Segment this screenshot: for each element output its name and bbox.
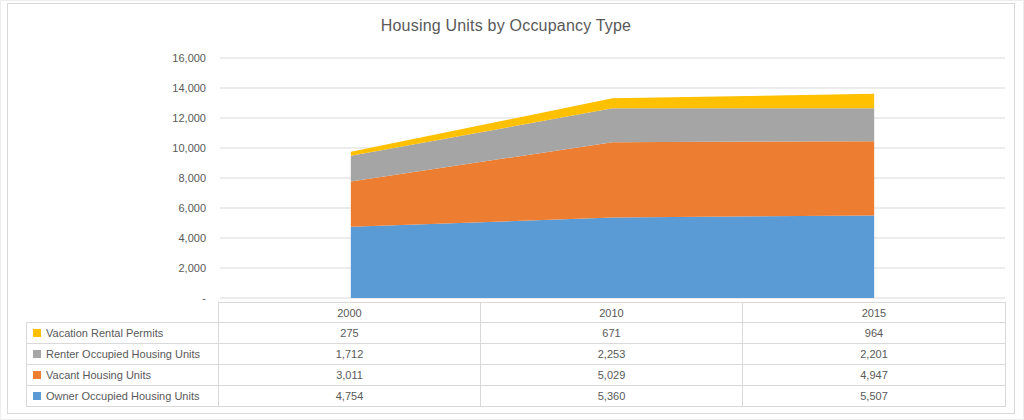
column-header-2010: 2010 <box>481 302 743 323</box>
table-value: 964 <box>743 323 1006 344</box>
legend-row-vacation-rental: Vacation Rental Permits <box>26 323 219 344</box>
y-axis-tick-label: 8,000 <box>178 172 206 184</box>
stacked-area-chart: 16,000 14,000 12,000 10,000 8,000 6,000 4,000 2… <box>1 1 1024 301</box>
y-axis-tick-label: 14,000 <box>172 82 206 94</box>
y-axis-tick-label: 2,000 <box>178 262 206 274</box>
legend-row-renter-occupied: Renter Occupied Housing Units <box>26 344 219 365</box>
y-axis-tick-label: - <box>202 292 206 301</box>
table-value: 4,754 <box>219 386 481 407</box>
legend-label: Renter Occupied Housing Units <box>46 348 200 360</box>
y-axis-tick-label: 6,000 <box>178 202 206 214</box>
table-value: 275 <box>219 323 481 344</box>
legend-label: Vacant Housing Units <box>46 369 151 381</box>
column-header-2015: 2015 <box>743 302 1006 323</box>
data-table: 2000 2010 2015 Vacation Rental Permits 2… <box>26 302 1006 407</box>
legend-label: Vacation Rental Permits <box>46 327 163 339</box>
legend-label: Owner Occupied Housing Units <box>46 390 199 402</box>
area-series-owner-occupied <box>351 215 874 298</box>
table-value: 2,201 <box>743 344 1006 365</box>
y-axis-tick-label: 10,000 <box>172 142 206 154</box>
table-value: 5,360 <box>481 386 743 407</box>
data-table-corner-cell <box>26 302 219 323</box>
chart-canvas: Housing Units by Occupancy Type 16,00014… <box>0 0 1024 420</box>
column-header-2000: 2000 <box>219 302 481 323</box>
y-axis-tick-label: 16,000 <box>172 52 206 64</box>
table-value: 5,029 <box>481 365 743 386</box>
table-value: 671 <box>481 323 743 344</box>
table-value: 2,253 <box>481 344 743 365</box>
legend-row-vacant: Vacant Housing Units <box>26 365 219 386</box>
table-value: 3,011 <box>219 365 481 386</box>
legend-swatch-vacation-rental <box>33 329 41 337</box>
y-axis-tick-label: 12,000 <box>172 112 206 124</box>
legend-swatch-vacant <box>33 371 41 379</box>
legend-row-owner-occupied: Owner Occupied Housing Units <box>26 386 219 407</box>
table-value: 1,712 <box>219 344 481 365</box>
legend-swatch-owner-occupied <box>33 392 41 400</box>
table-value: 5,507 <box>743 386 1006 407</box>
table-value: 4,947 <box>743 365 1006 386</box>
y-axis-tick-label: 4,000 <box>178 232 206 244</box>
legend-swatch-renter-occupied <box>33 350 41 358</box>
